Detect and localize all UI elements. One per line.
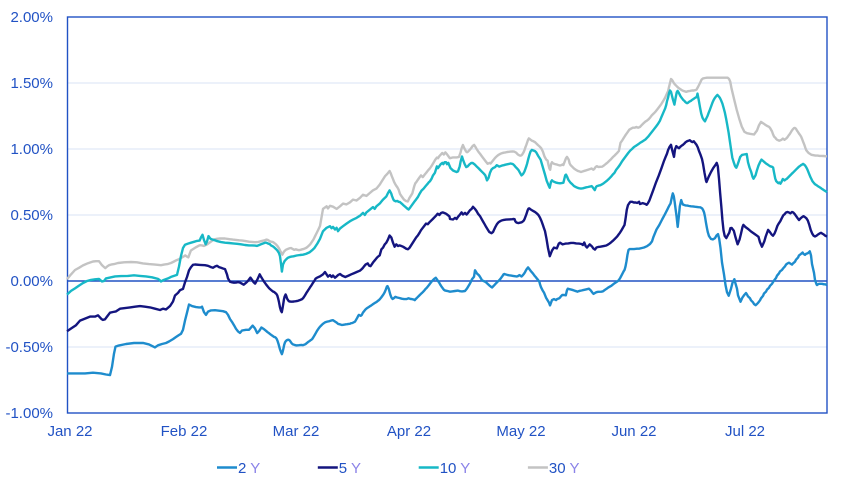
svg-text:0.00%: 0.00% (10, 273, 53, 290)
svg-text:2 Y: 2 Y (238, 460, 260, 477)
svg-text:5 Y: 5 Y (339, 460, 361, 477)
svg-text:Feb 22: Feb 22 (161, 423, 208, 440)
svg-text:Jun 22: Jun 22 (611, 423, 656, 440)
svg-text:-1.00%: -1.00% (5, 405, 53, 422)
svg-text:-0.50%: -0.50% (5, 339, 53, 356)
svg-text:10 Y: 10 Y (440, 460, 471, 477)
svg-text:30 Y: 30 Y (549, 460, 580, 477)
svg-text:1.50%: 1.50% (10, 75, 53, 92)
svg-text:May 22: May 22 (496, 423, 545, 440)
svg-text:2.00%: 2.00% (10, 9, 53, 26)
svg-text:Apr 22: Apr 22 (387, 423, 431, 440)
svg-text:Jan 22: Jan 22 (47, 423, 92, 440)
svg-text:Mar 22: Mar 22 (273, 423, 320, 440)
svg-text:0.50%: 0.50% (10, 207, 53, 224)
svg-text:Jul 22: Jul 22 (725, 423, 765, 440)
svg-text:1.00%: 1.00% (10, 141, 53, 158)
